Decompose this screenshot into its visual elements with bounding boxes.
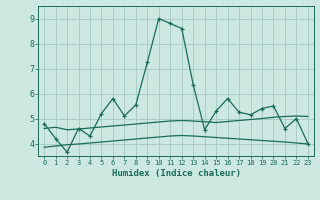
X-axis label: Humidex (Indice chaleur): Humidex (Indice chaleur) — [111, 169, 241, 178]
